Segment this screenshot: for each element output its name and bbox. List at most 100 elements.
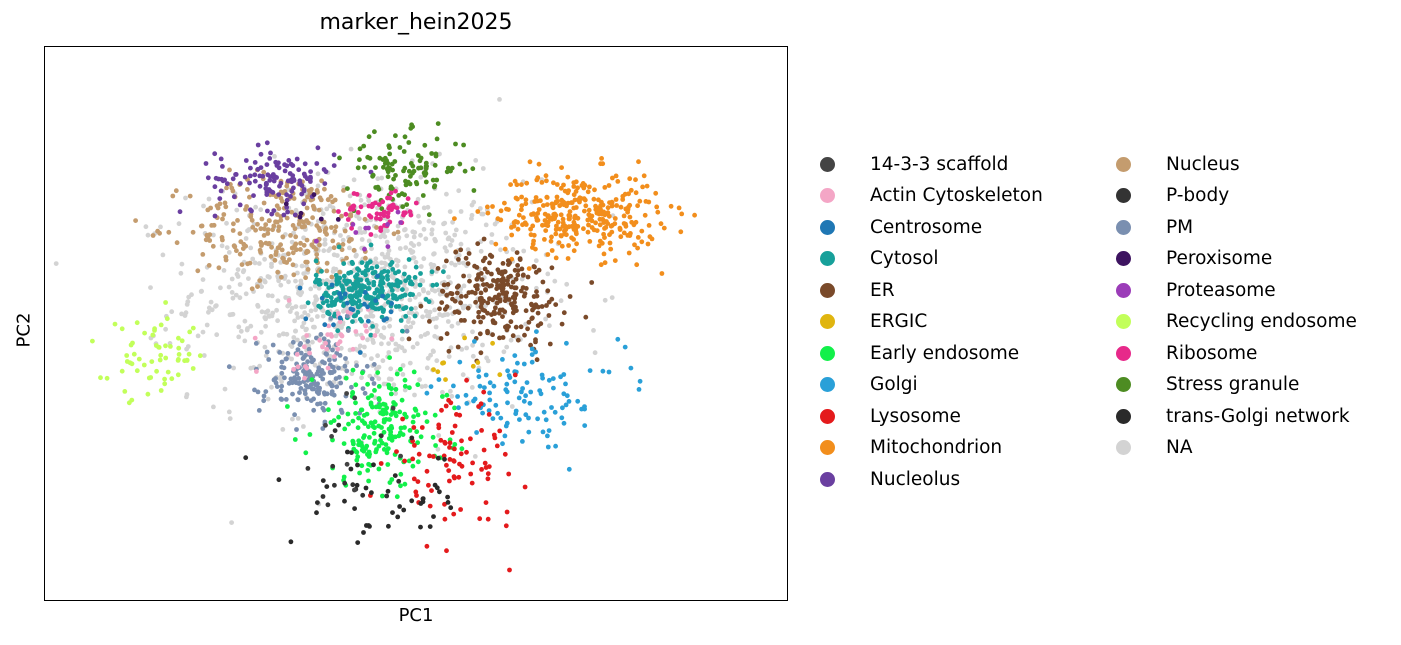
data-point [421, 205, 427, 211]
data-point [536, 161, 542, 167]
data-point [447, 478, 452, 484]
data-point [399, 397, 405, 403]
data-point [262, 344, 268, 350]
data-point [493, 241, 499, 247]
data-point [53, 261, 59, 266]
data-point [388, 424, 394, 429]
data-point [498, 208, 504, 214]
data-point [554, 182, 560, 187]
series-14-3-3-scaffold [323, 391, 403, 493]
data-point [302, 344, 307, 350]
data-point [276, 228, 281, 233]
data-point [301, 320, 307, 326]
data-point [558, 374, 563, 380]
data-point [372, 388, 377, 393]
data-point [546, 428, 552, 433]
data-point [301, 235, 306, 241]
data-point [398, 366, 403, 372]
data-point [356, 415, 361, 421]
data-point [482, 460, 488, 466]
data-point [427, 453, 432, 459]
data-point [392, 473, 398, 478]
data-point [168, 344, 173, 349]
data-point [632, 242, 637, 248]
data-point [276, 224, 282, 230]
data-point [554, 194, 560, 200]
data-point [352, 395, 358, 401]
data-point [226, 284, 232, 290]
data-point [319, 368, 325, 373]
data-point [463, 255, 469, 261]
data-point [392, 410, 398, 416]
data-point [385, 161, 391, 166]
data-point [395, 209, 401, 215]
data-point [444, 169, 450, 175]
data-point [573, 205, 579, 210]
data-point [331, 322, 336, 328]
legend-swatch [820, 408, 835, 424]
data-point [560, 405, 565, 411]
legend-label: 14-3-3 scaffold [870, 153, 1009, 175]
data-point [338, 345, 344, 351]
data-point [331, 392, 337, 398]
data-point [348, 212, 354, 217]
data-point [165, 369, 171, 375]
data-point [480, 307, 486, 313]
data-point [155, 228, 160, 234]
data-point [387, 323, 392, 329]
data-point [411, 168, 417, 174]
data-point [427, 524, 433, 529]
data-point [281, 365, 287, 371]
data-point [555, 198, 560, 204]
data-point [417, 282, 423, 288]
data-point [437, 489, 442, 495]
data-point [345, 278, 350, 284]
data-point [559, 165, 564, 170]
data-point [431, 367, 436, 372]
data-point [355, 454, 361, 460]
data-point [223, 257, 229, 263]
legend-item: Proteasome [1111, 276, 1276, 304]
data-point [363, 255, 368, 261]
data-point [328, 332, 334, 337]
data-point [296, 167, 302, 173]
data-point [545, 223, 551, 229]
data-point [330, 463, 336, 469]
data-point [379, 251, 385, 257]
data-point [445, 319, 451, 324]
data-point [270, 190, 276, 195]
data-point [353, 329, 359, 334]
data-point [298, 386, 304, 391]
data-point [504, 235, 509, 241]
data-point [231, 194, 237, 200]
data-point [608, 223, 614, 229]
data-point [302, 224, 308, 229]
data-point [315, 189, 320, 195]
data-point [512, 379, 518, 385]
data-point [455, 394, 460, 399]
data-point [323, 422, 328, 428]
data-point [369, 246, 374, 252]
legend-swatch [820, 345, 835, 361]
data-point [336, 279, 342, 285]
data-point [226, 364, 232, 370]
data-point [210, 243, 216, 249]
data-point [179, 338, 185, 344]
data-point [386, 436, 392, 441]
data-point [265, 231, 271, 236]
data-point [498, 247, 503, 253]
data-point [412, 392, 417, 398]
data-point [342, 498, 347, 504]
data-point [324, 206, 330, 212]
data-point [410, 456, 416, 462]
data-point [335, 328, 341, 334]
data-point [558, 212, 564, 218]
data-point [370, 404, 375, 410]
data-point [373, 256, 379, 262]
legend-swatch [1116, 251, 1131, 266]
data-point [176, 335, 181, 341]
data-point [485, 204, 490, 210]
data-point [483, 465, 489, 470]
data-point [418, 334, 424, 339]
data-point [305, 313, 311, 318]
